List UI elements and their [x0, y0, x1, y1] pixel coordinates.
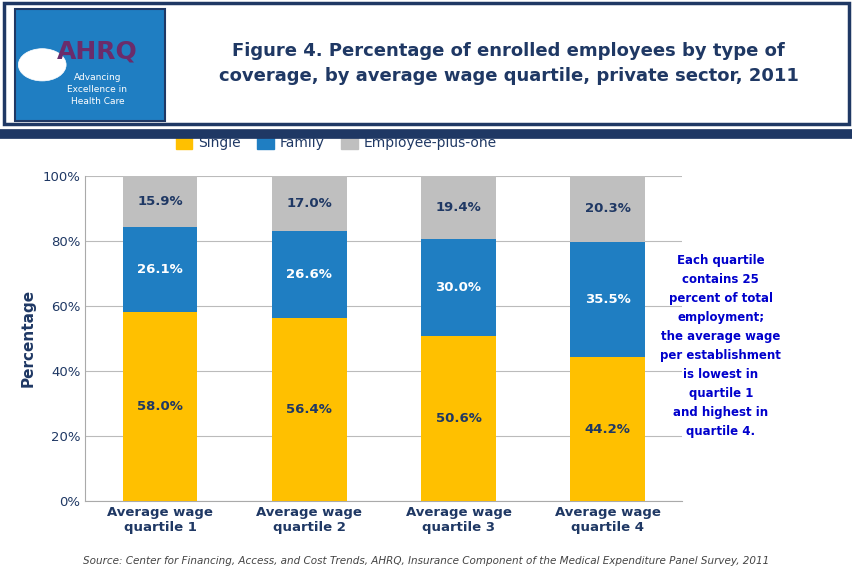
Text: 15.9%: 15.9% [137, 195, 182, 208]
Bar [123, 312, 197, 501]
Text: Source: Center for Financing, Access, and Cost Trends, AHRQ, Insurance Component: Source: Center for Financing, Access, an… [83, 556, 769, 566]
Text: 26.1%: 26.1% [137, 263, 182, 276]
Bar [272, 231, 346, 317]
Text: 26.6%: 26.6% [286, 268, 331, 281]
Text: 35.5%: 35.5% [584, 293, 630, 306]
Text: AHRQ: AHRQ [57, 39, 138, 63]
Bar [272, 176, 346, 231]
Legend: Single, Family, Employee-plus-one: Single, Family, Employee-plus-one [170, 131, 501, 156]
Bar [570, 176, 644, 242]
Text: 30.0%: 30.0% [435, 281, 481, 294]
Text: 50.6%: 50.6% [435, 412, 481, 425]
Text: 56.4%: 56.4% [286, 403, 331, 416]
Bar [570, 242, 644, 357]
Bar [570, 357, 644, 501]
Text: Figure 4. Percentage of enrolled employees by type of
coverage, by average wage : Figure 4. Percentage of enrolled employe… [219, 42, 797, 85]
Text: Advancing
Excellence in
Health Care: Advancing Excellence in Health Care [67, 73, 127, 106]
Bar [421, 239, 495, 336]
Bar [123, 228, 197, 312]
Text: 44.2%: 44.2% [584, 423, 630, 435]
Text: 58.0%: 58.0% [137, 400, 182, 413]
Text: 20.3%: 20.3% [584, 202, 630, 215]
Text: Each quartile
contains 25
percent of total
employment;
the average wage
per esta: Each quartile contains 25 percent of tot… [659, 253, 780, 438]
Text: 19.4%: 19.4% [435, 201, 481, 214]
Y-axis label: Percentage: Percentage [20, 289, 36, 388]
Bar [272, 317, 346, 501]
Bar [421, 176, 495, 239]
Bar [421, 336, 495, 501]
Text: 17.0%: 17.0% [286, 197, 331, 210]
Bar [123, 176, 197, 228]
